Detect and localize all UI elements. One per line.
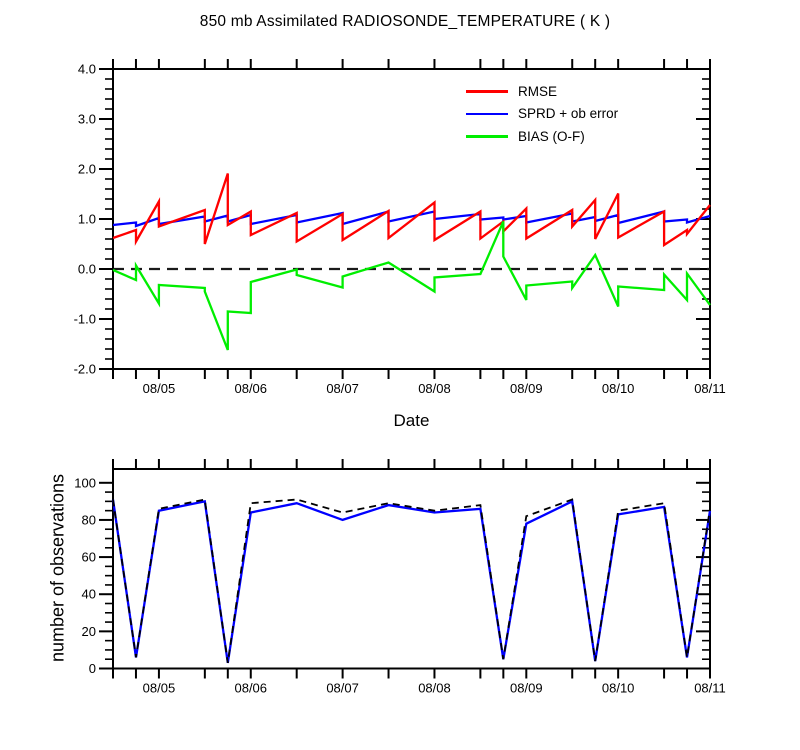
x-tick-label: 08/05 <box>143 381 176 396</box>
observations-assimilated-line <box>111 499 712 664</box>
legend-line-rmse-icon <box>466 90 508 93</box>
x-tick-label: 08/08 <box>418 381 451 396</box>
legend-label-sprd: SPRD + ob error <box>518 106 619 122</box>
x-tick-label: 08/06 <box>234 681 267 696</box>
legend: RMSE SPRD + ob error BIAS (O-F) <box>466 80 618 148</box>
x-tick-label: 08/10 <box>602 681 635 696</box>
y-tick-label: 2.0 <box>78 162 96 177</box>
legend-label-bias: BIAS (O-F) <box>518 128 585 144</box>
legend-item-bias: BIAS (O-F) <box>466 125 618 148</box>
plot-box-1 <box>112 468 711 670</box>
observations-possible-line <box>112 498 711 664</box>
y-tick-label: -2.0 <box>74 362 96 377</box>
y-tick-label: 0 <box>89 661 96 676</box>
y-tick-label: 0.0 <box>78 262 96 277</box>
bias-o-f-line <box>112 221 711 351</box>
y-tick-label: 100 <box>74 475 96 490</box>
x-tick-label: 08/07 <box>326 681 359 696</box>
x-tick-label: 08/06 <box>234 381 267 396</box>
obs-y-axis-title: number of observations <box>47 473 68 663</box>
x-axis-title: Date <box>393 411 430 430</box>
y-tick-label: 4.0 <box>78 62 96 77</box>
legend-line-sprd-icon <box>466 112 508 116</box>
legend-item-sprd: SPRD + ob error <box>466 103 618 126</box>
legend-item-rmse: RMSE <box>466 80 618 103</box>
x-tick-label: 08/09 <box>510 381 543 396</box>
y-tick-label: 40 <box>82 587 96 602</box>
chart-title: 850 mb Assimilated RADIOSONDE_TEMPERATUR… <box>199 13 611 30</box>
y-tick-label: 60 <box>82 550 96 565</box>
x-tick-label: 08/08 <box>418 681 451 696</box>
y-tick-label: -1.0 <box>74 312 96 327</box>
legend-line-bias-icon <box>466 135 508 138</box>
x-tick-label: 08/07 <box>326 381 359 396</box>
x-tick-label: 08/11 <box>694 681 726 696</box>
y-tick-label: 3.0 <box>78 112 96 127</box>
y-tick-label: 80 <box>82 512 96 527</box>
x-tick-label: 08/10 <box>602 381 635 396</box>
x-tick-label: 08/11 <box>694 381 726 396</box>
x-tick-label: 08/05 <box>143 681 176 696</box>
x-tick-label: 08/09 <box>510 681 543 696</box>
y-tick-label: 1.0 <box>78 212 96 227</box>
sprd-ob-error-line <box>112 209 711 228</box>
legend-label-rmse: RMSE <box>518 83 558 99</box>
rmse-line <box>112 173 711 248</box>
y-tick-label: 20 <box>82 624 96 639</box>
